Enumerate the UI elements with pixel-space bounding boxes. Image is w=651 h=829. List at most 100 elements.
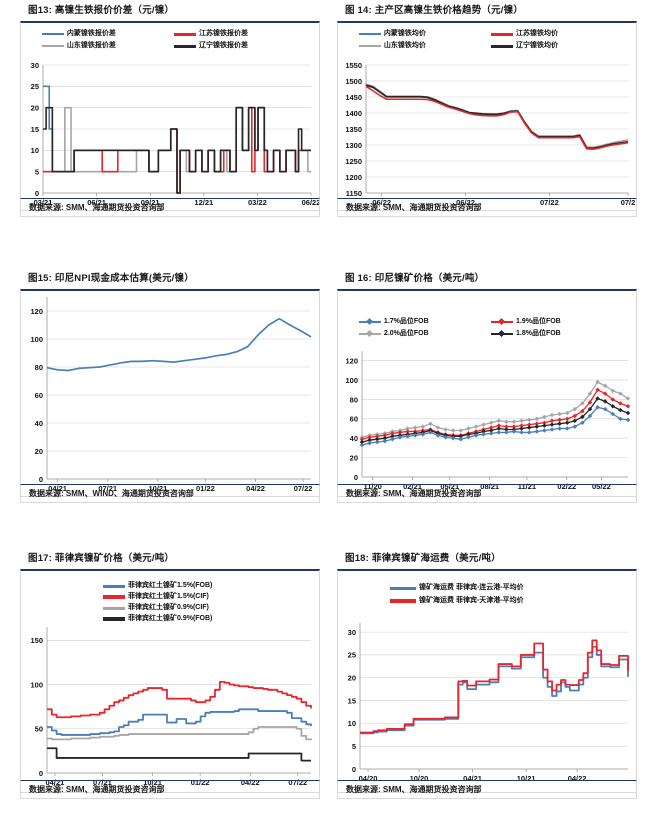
legend-item[interactable]: 1.7%品位FOB — [358, 317, 483, 327]
legend-label: 2.0%品位FOB — [383, 330, 429, 337]
data-marker — [481, 432, 486, 437]
data-marker — [625, 417, 631, 423]
legend-item[interactable]: 菲律宾红土镍矿1.5%(FOB) — [103, 581, 212, 591]
legend-label: 镍矿海运费 菲律宾-天津港-平均价 — [419, 597, 524, 604]
y-tick-label: 120 — [30, 307, 43, 316]
legend-label: 菲律宾红土镍矿0.9%(CIF) — [128, 604, 209, 611]
data-marker — [564, 410, 570, 416]
legend-item[interactable]: 1.9%品位FOB — [491, 317, 615, 327]
x-tick-label: 05/22 — [592, 482, 611, 491]
y-tick-label: 100 — [30, 680, 43, 689]
series-line — [365, 85, 629, 150]
x-tick-label: 04/22 — [568, 774, 587, 783]
legend-label: 1.9%品位FOB — [516, 318, 561, 325]
data-marker — [443, 427, 448, 432]
y-tick-label: 1250 — [345, 157, 362, 166]
legend-swatch-black — [103, 617, 125, 621]
legend-item[interactable]: 辽宁镍铁均价 — [491, 41, 615, 51]
series-line — [360, 639, 629, 734]
data-marker — [557, 411, 562, 417]
legend-item[interactable]: 山东镍铁均价 — [358, 41, 483, 51]
plot-area-fig15: 0 20 40 60 80 100 120 04/21 07/21 10/21 01/22 04/22… — [30, 297, 312, 493]
data-marker — [587, 391, 593, 396]
y-tick-label: 1400 — [345, 109, 362, 118]
data-marker — [382, 438, 388, 444]
legend-item[interactable]: 1.8%品位FOB — [491, 329, 615, 339]
x-tick-label: 04/22 — [246, 484, 265, 493]
panel-title-fig13: 图13: 高镍生铁报价价差（元/镍） — [28, 5, 175, 16]
legend-swatch-blue-diamond — [358, 320, 381, 324]
panel-fig16: 图 16: 印尼镍矿价格（美元/吨） 1.7%品位FOB 1.9%品位FOB 2… — [337, 272, 637, 503]
data-marker — [511, 424, 517, 429]
legend-item[interactable]: 江苏镍铁报价差 — [174, 29, 298, 39]
data-marker — [359, 442, 365, 448]
data-marker — [602, 383, 608, 389]
legend-item[interactable]: 江苏镍铁均价 — [491, 29, 615, 39]
source-fig14: 数据来源: SMM、海通期货投资咨询部 — [337, 198, 637, 217]
panel-fig18: 图18: 菲律宾镍矿海运费（美元/吨） 镍矿海运费 菲律宾-连云港-平均价 镍矿… — [337, 552, 637, 799]
legend-item[interactable]: 镍矿海运费 菲律宾-天津港-平均价 — [390, 596, 524, 606]
y-tick-label: 10 — [348, 719, 356, 728]
y-tick-label: 80 — [35, 363, 43, 372]
plot-area-fig14: 1150 1200 1250 1300 1350 1400 1450 1500 1550 06/2… — [345, 61, 636, 207]
data-marker — [526, 425, 532, 430]
x-tick-label: 04/21 — [463, 774, 482, 783]
panel-title-fig17: 图17: 菲律宾镍矿价格（美元/吨） — [28, 553, 175, 564]
series-line — [47, 726, 312, 741]
y-tick-label: 60 — [35, 391, 43, 400]
x-tick-label: 06/22 — [456, 198, 475, 207]
data-marker — [564, 420, 570, 425]
x-tick-label: 02/21 — [403, 482, 422, 491]
panel-title-fig18: 图18: 菲律宾镍矿海运费（美元/吨） — [345, 553, 501, 564]
legend-label: 山东镍铁均价 — [383, 42, 426, 49]
data-marker — [542, 428, 547, 433]
y-tick-label: 100 — [345, 376, 358, 385]
x-tick-label: 06/22 — [372, 198, 391, 207]
y-tick-label: 1450 — [345, 93, 362, 102]
legend-item[interactable]: 内蒙镍铁均价 — [358, 29, 483, 39]
data-marker — [466, 434, 471, 440]
legend-label: 菲律宾红土镍矿1.5%(CIF) — [128, 593, 209, 600]
y-tick-label: 60 — [350, 415, 358, 424]
y-tick-label: 1350 — [345, 125, 362, 134]
legend-item[interactable]: 菲律宾红土镍矿0.9%(FOB) — [103, 614, 212, 624]
data-marker — [557, 417, 562, 423]
legend-swatch-gray-diamond — [358, 332, 381, 336]
x-tick-label: 07/2 — [621, 198, 636, 207]
series-line — [47, 747, 311, 762]
legend-item[interactable]: 镍矿海运费 菲律宾-连云港-平均价 — [390, 583, 524, 593]
data-marker — [549, 422, 555, 427]
x-tick-label: 10/21 — [143, 778, 162, 787]
legend-item[interactable]: 2.0%品位FOB — [358, 329, 483, 339]
y-tick-label: 20 — [31, 103, 39, 112]
y-tick-label: 20 — [348, 674, 356, 683]
x-tick-label: 04/21 — [46, 778, 65, 787]
data-marker — [466, 426, 471, 431]
legend-item[interactable]: 辽宁镍铁报价差 — [174, 41, 298, 51]
panel-fig17: 图17: 菲律宾镍矿价格（美元/吨） 菲律宾红土镍矿1.5%(FOB) 菲律宾红… — [20, 552, 320, 799]
legend-label: 菲律宾红土镍矿0.9%(FOB) — [128, 615, 213, 622]
data-marker — [519, 426, 524, 431]
legend-item[interactable]: 菲律宾红土镍矿1.5%(CIF) — [103, 592, 212, 602]
legend-swatch-black-diamond — [491, 332, 513, 336]
data-marker — [526, 430, 532, 435]
data-marker — [519, 418, 524, 424]
y-tick-label: 25 — [31, 82, 39, 91]
legend-swatch-blue — [390, 586, 416, 590]
y-tick-label: 0 — [352, 765, 356, 774]
legend-swatch-gray — [358, 44, 381, 48]
data-marker — [412, 433, 418, 438]
x-tick-label: 10/21 — [517, 774, 536, 783]
y-tick-label: 25 — [348, 651, 356, 660]
data-marker — [488, 420, 494, 425]
source-fig13: 数据来源: SMM、海通期货投资咨询部 — [20, 198, 320, 217]
legend-fig13: 内蒙镍铁报价差 江苏镍铁报价差 山东镍铁报价差 辽宁镍铁报价差 — [21, 29, 319, 51]
x-tick-label: 09/21 — [141, 198, 160, 207]
legend-swatch-red — [103, 595, 125, 599]
legend-item[interactable]: 菲律宾红土镍矿0.9%(CIF) — [103, 603, 212, 613]
legend-swatch-red — [390, 599, 416, 603]
legend-swatch-black — [491, 44, 513, 48]
data-marker — [534, 424, 540, 429]
legend-item[interactable]: 内蒙镍铁报价差 — [41, 29, 166, 39]
legend-item[interactable]: 山东镍铁报价差 — [41, 41, 166, 51]
